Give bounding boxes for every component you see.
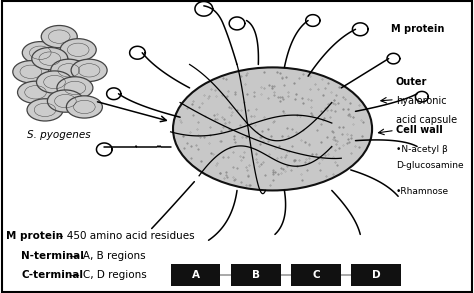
Text: D-glucosamine: D-glucosamine	[396, 161, 464, 170]
Circle shape	[66, 96, 102, 118]
Text: C-terminal: C-terminal	[21, 270, 83, 280]
Circle shape	[71, 59, 107, 81]
Text: N-terminal: N-terminal	[21, 251, 84, 261]
Bar	[291, 264, 341, 286]
Bar	[231, 264, 281, 286]
Text: D: D	[372, 270, 381, 280]
Circle shape	[57, 77, 93, 99]
Circle shape	[41, 25, 77, 48]
Bar	[171, 264, 220, 286]
Circle shape	[27, 99, 63, 121]
Circle shape	[22, 42, 58, 64]
Text: S. pyogenes: S. pyogenes	[27, 130, 91, 140]
Text: acid capsule: acid capsule	[396, 115, 457, 125]
Text: •N-acetyl β: •N-acetyl β	[396, 145, 447, 154]
Text: M protein: M protein	[6, 231, 63, 241]
Circle shape	[18, 81, 54, 103]
Circle shape	[36, 71, 73, 93]
Circle shape	[51, 59, 87, 81]
Text: M protein: M protein	[391, 24, 445, 34]
Circle shape	[47, 90, 83, 112]
Text: B: B	[252, 270, 260, 280]
Text: Outer: Outer	[396, 77, 427, 87]
Text: C: C	[312, 270, 320, 280]
Text: •Rhamnose: •Rhamnose	[396, 188, 449, 196]
Text: hyaloronic: hyaloronic	[396, 96, 447, 106]
Circle shape	[173, 67, 372, 190]
Text: — A, B regions: — A, B regions	[66, 251, 146, 261]
Bar	[351, 264, 401, 286]
Text: – 450 amino acid residues: – 450 amino acid residues	[55, 231, 195, 241]
Text: A: A	[191, 270, 200, 280]
Circle shape	[13, 61, 49, 83]
Text: — C, D regions: — C, D regions	[66, 270, 147, 280]
Circle shape	[60, 39, 96, 61]
Circle shape	[32, 47, 68, 70]
Text: Cell wall: Cell wall	[396, 125, 443, 135]
